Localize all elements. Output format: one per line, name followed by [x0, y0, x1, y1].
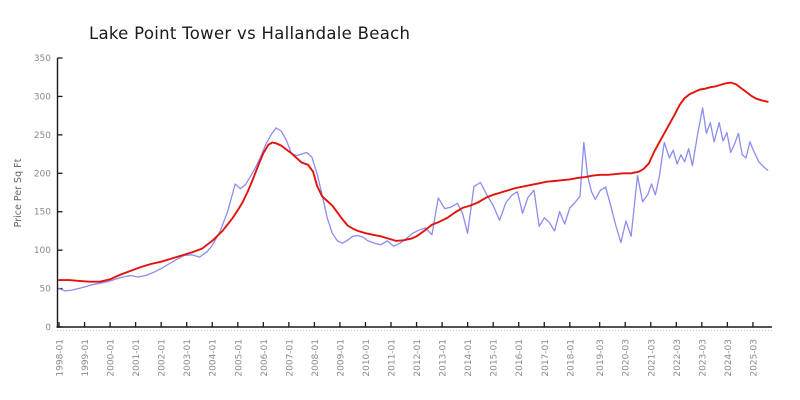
x-tick-label: 2021-03	[647, 339, 657, 377]
x-tick-label: 2015-01	[490, 339, 500, 377]
x-tick-label: 2008-01	[311, 339, 321, 377]
x-tick-label: 1999-01	[81, 339, 91, 377]
x-tick-label: 2018-01	[566, 339, 576, 377]
x-tick-label: 2020-03	[622, 339, 632, 377]
y-tick-label: 350	[34, 54, 51, 64]
x-tick-label: 1998-01	[56, 339, 66, 377]
x-tick-label: 2013-01	[439, 339, 449, 377]
y-tick-label: 250	[34, 131, 51, 141]
x-tick-label: 2000-01	[107, 339, 117, 377]
y-tick-label: 300	[34, 92, 51, 102]
x-tick-label: 2016-01	[515, 339, 525, 377]
x-tick-label: 2003-01	[183, 339, 193, 377]
x-tick-label: 2001-01	[132, 339, 142, 377]
x-tick-label: 2007-01	[285, 339, 295, 377]
x-tick-label: 2005-01	[234, 339, 244, 377]
x-tick-label: 2024-03	[724, 339, 734, 377]
y-tick-label: 0	[45, 323, 51, 333]
y-tick-label: 100	[34, 246, 51, 256]
series-line-red	[58, 81, 769, 283]
x-tick-label: 2006-01	[260, 339, 270, 377]
x-tick-label: 2023-03	[698, 339, 708, 377]
x-tick-label: 2011-01	[388, 339, 398, 377]
x-tick-label: 2022-03	[673, 339, 683, 377]
x-tick-label: 2014-01	[464, 339, 474, 377]
x-tick-label: 2004-01	[209, 339, 219, 377]
x-tick-label: 2017-01	[541, 339, 551, 377]
y-tick-label: 150	[34, 208, 51, 218]
x-tick-label: 2019-03	[596, 339, 606, 377]
x-tick-label: 2010-01	[362, 339, 372, 377]
chart-title: Lake Point Tower vs Hallandale Beach	[89, 24, 411, 43]
x-tick-label: 2002-01	[158, 339, 168, 377]
x-tick-label: 2009-01	[336, 339, 346, 377]
y-tick-label: 200	[34, 169, 51, 179]
series-line-blue	[58, 107, 769, 292]
x-tick-label: 2012-01	[413, 339, 423, 377]
x-tick-label: 2025-03	[749, 339, 759, 377]
y-tick-label: 50	[40, 285, 52, 295]
